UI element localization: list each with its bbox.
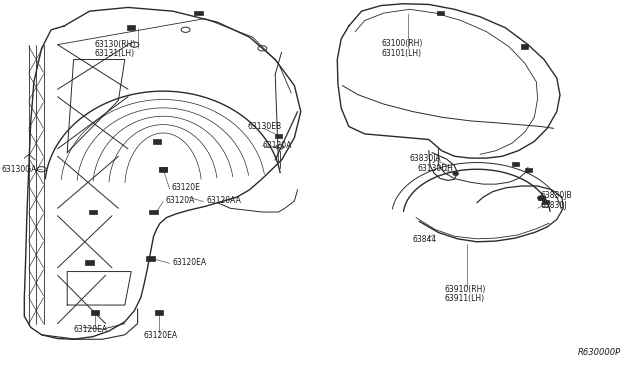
Text: 63120A: 63120A: [165, 196, 195, 205]
Text: 63120E: 63120E: [172, 183, 200, 192]
Text: R630000P: R630000P: [578, 348, 621, 357]
Text: 63101(LH): 63101(LH): [381, 49, 422, 58]
Bar: [513, 162, 520, 166]
Bar: [195, 10, 202, 15]
Text: 63120EA: 63120EA: [173, 258, 207, 267]
Text: 63130DH: 63130DH: [417, 164, 453, 173]
Text: 63120AA: 63120AA: [206, 196, 241, 205]
Text: 63100(RH): 63100(RH): [381, 39, 423, 48]
Text: 63130EB: 63130EB: [248, 122, 282, 131]
Bar: [538, 196, 545, 200]
Bar: [150, 209, 157, 214]
Bar: [437, 11, 444, 15]
Bar: [525, 168, 532, 172]
Bar: [127, 25, 136, 30]
Text: 63844: 63844: [413, 235, 437, 244]
Bar: [275, 134, 282, 138]
Bar: [152, 139, 161, 144]
Circle shape: [453, 172, 458, 175]
Text: 63830JB: 63830JB: [541, 191, 572, 200]
Text: 63830J: 63830J: [541, 201, 567, 210]
Text: 63130GA: 63130GA: [2, 165, 37, 174]
Bar: [146, 256, 155, 261]
Bar: [88, 209, 97, 214]
Text: 63911(LH): 63911(LH): [445, 294, 485, 303]
Bar: [86, 260, 94, 265]
Bar: [91, 310, 99, 315]
Bar: [521, 44, 528, 48]
Text: 63830JA: 63830JA: [410, 154, 441, 163]
Bar: [159, 167, 167, 171]
Text: 63910(RH): 63910(RH): [445, 285, 486, 294]
Text: 63131(LH): 63131(LH): [95, 49, 135, 58]
Text: 63120A: 63120A: [262, 141, 292, 150]
Bar: [155, 310, 163, 315]
Text: 63120EA: 63120EA: [74, 325, 108, 334]
Text: 63120EA: 63120EA: [144, 331, 178, 340]
Bar: [541, 199, 548, 203]
Text: 63130(RH): 63130(RH): [95, 40, 136, 49]
Bar: [159, 167, 168, 171]
